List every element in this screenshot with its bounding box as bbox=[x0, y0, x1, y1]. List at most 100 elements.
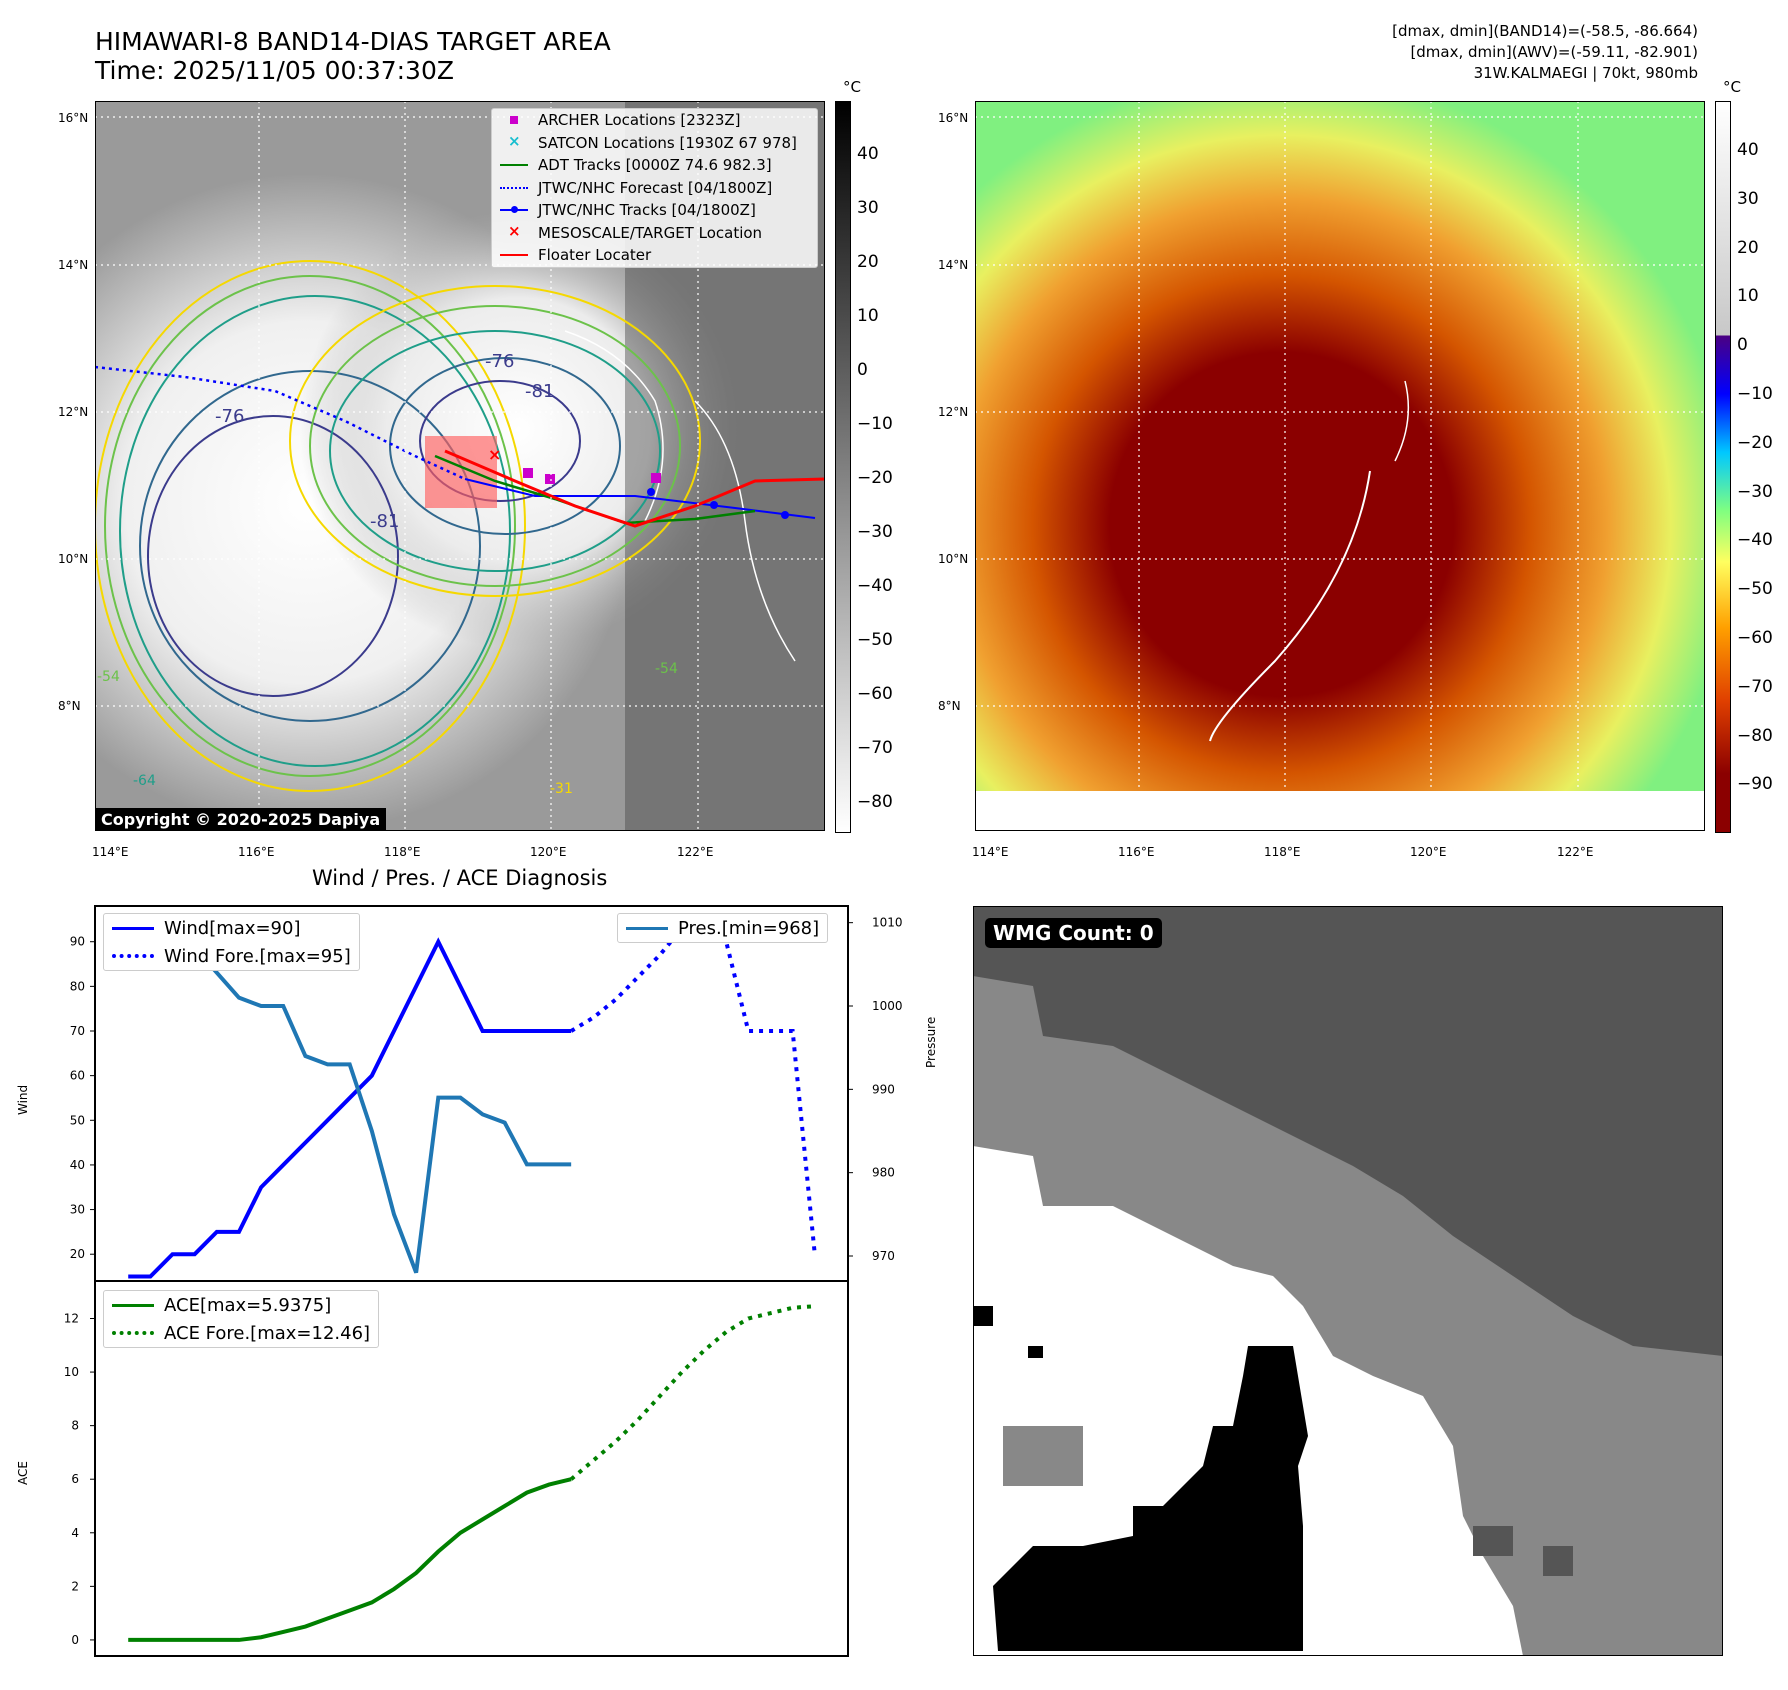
contour-label: -54 bbox=[97, 669, 120, 685]
colorbar-tick-label: −80 bbox=[857, 792, 893, 812]
legend-entry-adt: ADT Tracks [0000Z 74.6 982.3] bbox=[492, 154, 817, 177]
legend-entry-wind: Wind[max=90] bbox=[104, 914, 359, 942]
lon-label: 120°E bbox=[530, 845, 567, 859]
wmg-panel: WMG Count: 0 bbox=[972, 905, 1724, 1657]
svg-text:×: × bbox=[488, 445, 501, 464]
colorbar-tick-label: −70 bbox=[857, 738, 893, 758]
wind-tick-label: 50 bbox=[70, 1113, 85, 1127]
ace-line-icon bbox=[112, 1303, 154, 1307]
archer-marker-icon bbox=[500, 113, 528, 127]
contour-label: -81 bbox=[525, 381, 555, 402]
lon-label: 116°E bbox=[238, 845, 275, 859]
lat-label: 8°N bbox=[58, 699, 81, 713]
ace-legend: ACE[max=5.9375] ACE Fore.[max=12.46] bbox=[103, 1290, 380, 1348]
wind-line-icon bbox=[112, 926, 154, 930]
contour-label: -64 bbox=[133, 773, 156, 789]
colorbar-tick-label: −10 bbox=[857, 414, 893, 434]
wind-tick-label: 60 bbox=[70, 1069, 85, 1083]
contour-label: -76 bbox=[215, 406, 245, 427]
lat-label: 12°N bbox=[58, 405, 89, 419]
lat-label: 10°N bbox=[938, 552, 969, 566]
lon-label: 122°E bbox=[1557, 845, 1594, 859]
legend-label: ARCHER Locations [2323Z] bbox=[538, 111, 741, 130]
mesoscale-x-icon: × bbox=[508, 221, 521, 240]
pressure-tick-label: 970 bbox=[872, 1249, 895, 1263]
awv-map-panel bbox=[974, 100, 1706, 832]
lat-label: 16°N bbox=[938, 111, 969, 125]
colorbar-tick-label: −40 bbox=[857, 576, 893, 596]
legend-label: Pres.[min=968] bbox=[678, 917, 820, 939]
figure-title-line2: Time: 2025/11/05 00:37:30Z bbox=[95, 56, 454, 85]
lat-label: 16°N bbox=[58, 111, 89, 125]
ace-forecast-series-line bbox=[569, 1304, 815, 1481]
awv-colorbar-unit: °C bbox=[1723, 78, 1741, 96]
legend-entry-mesoscale: × MESOSCALE/TARGET Location bbox=[492, 222, 817, 245]
contour-label: -31 bbox=[550, 781, 573, 797]
colorbar-tick-label: 10 bbox=[1737, 286, 1759, 307]
wind-tick-label: 70 bbox=[70, 1024, 85, 1038]
pressure-line-icon bbox=[626, 926, 668, 930]
legend-label: JTWC/NHC Forecast [04/1800Z] bbox=[538, 178, 773, 197]
colorbar-tick-label: −60 bbox=[857, 684, 893, 704]
pressure-tick-label: 1000 bbox=[872, 999, 903, 1013]
colorbar-tick-label: −60 bbox=[1737, 628, 1773, 648]
legend-entry-tracks: JTWC/NHC Tracks [04/1800Z] bbox=[492, 199, 817, 222]
diagnosis-title: Wind / Pres. / ACE Diagnosis bbox=[312, 866, 608, 890]
lat-label: 14°N bbox=[58, 258, 89, 272]
lat-label: 14°N bbox=[938, 258, 969, 272]
wind-tick-label: 20 bbox=[70, 1247, 85, 1261]
wind-tick-label: 30 bbox=[70, 1203, 85, 1217]
colorbar-tick-label: 30 bbox=[1737, 188, 1759, 209]
legend-label: MESOSCALE/TARGET Location bbox=[538, 223, 763, 242]
lon-label: 114°E bbox=[92, 845, 129, 859]
ir-colorbar-unit: °C bbox=[843, 78, 861, 96]
ace-tick-label: 6 bbox=[71, 1472, 79, 1486]
figure-title-line1: HIMAWARI-8 BAND14-DIAS TARGET AREA bbox=[95, 27, 611, 56]
legend-entry-satcon: × SATCON Locations [1930Z 67 978] bbox=[492, 132, 817, 155]
contour-label: -81 bbox=[370, 511, 400, 532]
ace-tick-label: 12 bbox=[64, 1312, 79, 1326]
wmg-image bbox=[972, 905, 1724, 1657]
colorbar-tick-label: −20 bbox=[1737, 432, 1773, 453]
ir-map-panel: × -76 -76 -81 -81 -54 -64 -31 -54 Copyri… bbox=[94, 100, 826, 832]
legend-label: Wind[max=90] bbox=[164, 917, 301, 939]
colorbar-tick-label: 20 bbox=[857, 252, 879, 272]
lat-label: 12°N bbox=[938, 405, 969, 419]
legend-label: SATCON Locations [1930Z 67 978] bbox=[538, 133, 797, 152]
colorbar-tick-label: −90 bbox=[1737, 774, 1773, 795]
ir-colorbar bbox=[835, 101, 851, 833]
legend-label: Wind Fore.[max=95] bbox=[164, 945, 351, 967]
colorbar-tick-label: 30 bbox=[857, 198, 879, 218]
wind-legend: Wind[max=90] Wind Fore.[max=95] bbox=[103, 913, 360, 971]
colorbar-tick-label: 20 bbox=[1737, 237, 1759, 258]
colorbar-tick-label: 10 bbox=[857, 306, 879, 326]
contour-label: -76 bbox=[485, 351, 515, 372]
colorbar-tick-label: −50 bbox=[857, 630, 893, 650]
satcon-marker-icon: × bbox=[508, 131, 521, 150]
legend-entry-wind-forecast: Wind Fore.[max=95] bbox=[104, 942, 359, 970]
legend-entry-forecast: JTWC/NHC Forecast [04/1800Z] bbox=[492, 177, 817, 200]
colorbar-tick-label: −30 bbox=[857, 522, 893, 542]
legend-label: ADT Tracks [0000Z 74.6 982.3] bbox=[538, 156, 772, 175]
colorbar-tick-label: 40 bbox=[857, 144, 879, 164]
colorbar-tick-label: −80 bbox=[1737, 725, 1773, 746]
ace-tick-label: 0 bbox=[71, 1633, 79, 1647]
ir-map-image: × bbox=[94, 100, 826, 832]
legend-entry-ace: ACE[max=5.9375] bbox=[104, 1291, 378, 1319]
wind-series-line bbox=[128, 937, 572, 1279]
lon-label: 116°E bbox=[1118, 845, 1155, 859]
stats-line2: [dmax, dmin](AWV)=(-59.11, -82.901) bbox=[1410, 43, 1698, 61]
tracks-line-dot-icon bbox=[500, 203, 528, 217]
storm-info: 31W.KALMAEGI | 70kt, 980mb bbox=[1473, 64, 1698, 82]
ace-plot-frame bbox=[94, 1280, 849, 1657]
wmg-count-badge: WMG Count: 0 bbox=[985, 918, 1162, 948]
pressure-series-line bbox=[127, 929, 572, 1274]
copyright-label: Copyright © 2020-2025 Dapiya bbox=[95, 808, 387, 831]
lon-label: 118°E bbox=[384, 845, 421, 859]
ace-tick-label: 2 bbox=[71, 1579, 79, 1593]
colorbar-tick-label: −10 bbox=[1737, 384, 1773, 404]
lat-label: 8°N bbox=[938, 699, 961, 713]
wind-tick-label: 40 bbox=[70, 1158, 85, 1172]
colorbar-tick-label: 0 bbox=[1737, 335, 1748, 356]
colorbar-tick-label: −40 bbox=[1737, 530, 1773, 551]
